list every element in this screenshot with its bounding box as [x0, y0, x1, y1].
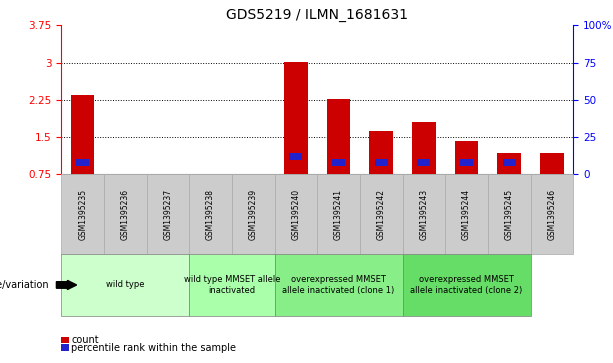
- Text: GSM1395240: GSM1395240: [291, 189, 300, 240]
- Text: GSM1395244: GSM1395244: [462, 189, 471, 240]
- Text: GSM1395242: GSM1395242: [377, 189, 386, 240]
- Text: GSM1395239: GSM1395239: [249, 189, 257, 240]
- Bar: [417, 159, 430, 166]
- Text: wild type MMSET allele
inactivated: wild type MMSET allele inactivated: [184, 275, 280, 295]
- Text: percentile rank within the sample: percentile rank within the sample: [71, 343, 236, 353]
- Text: overexpressed MMSET
allele inactivated (clone 1): overexpressed MMSET allele inactivated (…: [283, 275, 395, 295]
- Text: genotype/variation: genotype/variation: [0, 280, 49, 290]
- Bar: [76, 159, 89, 166]
- Bar: [375, 159, 387, 166]
- Bar: [332, 159, 345, 166]
- Bar: [497, 153, 521, 174]
- Bar: [455, 140, 478, 174]
- Text: GSM1395235: GSM1395235: [78, 189, 87, 240]
- Title: GDS5219 / ILMN_1681631: GDS5219 / ILMN_1681631: [226, 8, 408, 22]
- Text: wild type: wild type: [106, 281, 145, 289]
- Bar: [327, 99, 350, 174]
- Text: GSM1395241: GSM1395241: [334, 189, 343, 240]
- Bar: [540, 153, 563, 174]
- Bar: [503, 159, 516, 166]
- Bar: [460, 159, 473, 166]
- Text: count: count: [71, 335, 99, 345]
- Bar: [289, 153, 302, 160]
- Bar: [284, 62, 308, 174]
- Text: GSM1395237: GSM1395237: [164, 189, 172, 240]
- Bar: [71, 95, 94, 174]
- Bar: [412, 122, 436, 174]
- Text: GSM1395243: GSM1395243: [419, 189, 428, 240]
- Text: GSM1395238: GSM1395238: [206, 189, 215, 240]
- Text: overexpressed MMSET
allele inactivated (clone 2): overexpressed MMSET allele inactivated (…: [410, 275, 523, 295]
- Text: GSM1395245: GSM1395245: [504, 189, 514, 240]
- Text: GSM1395246: GSM1395246: [547, 189, 557, 240]
- Bar: [370, 131, 393, 174]
- Text: GSM1395236: GSM1395236: [121, 189, 130, 240]
